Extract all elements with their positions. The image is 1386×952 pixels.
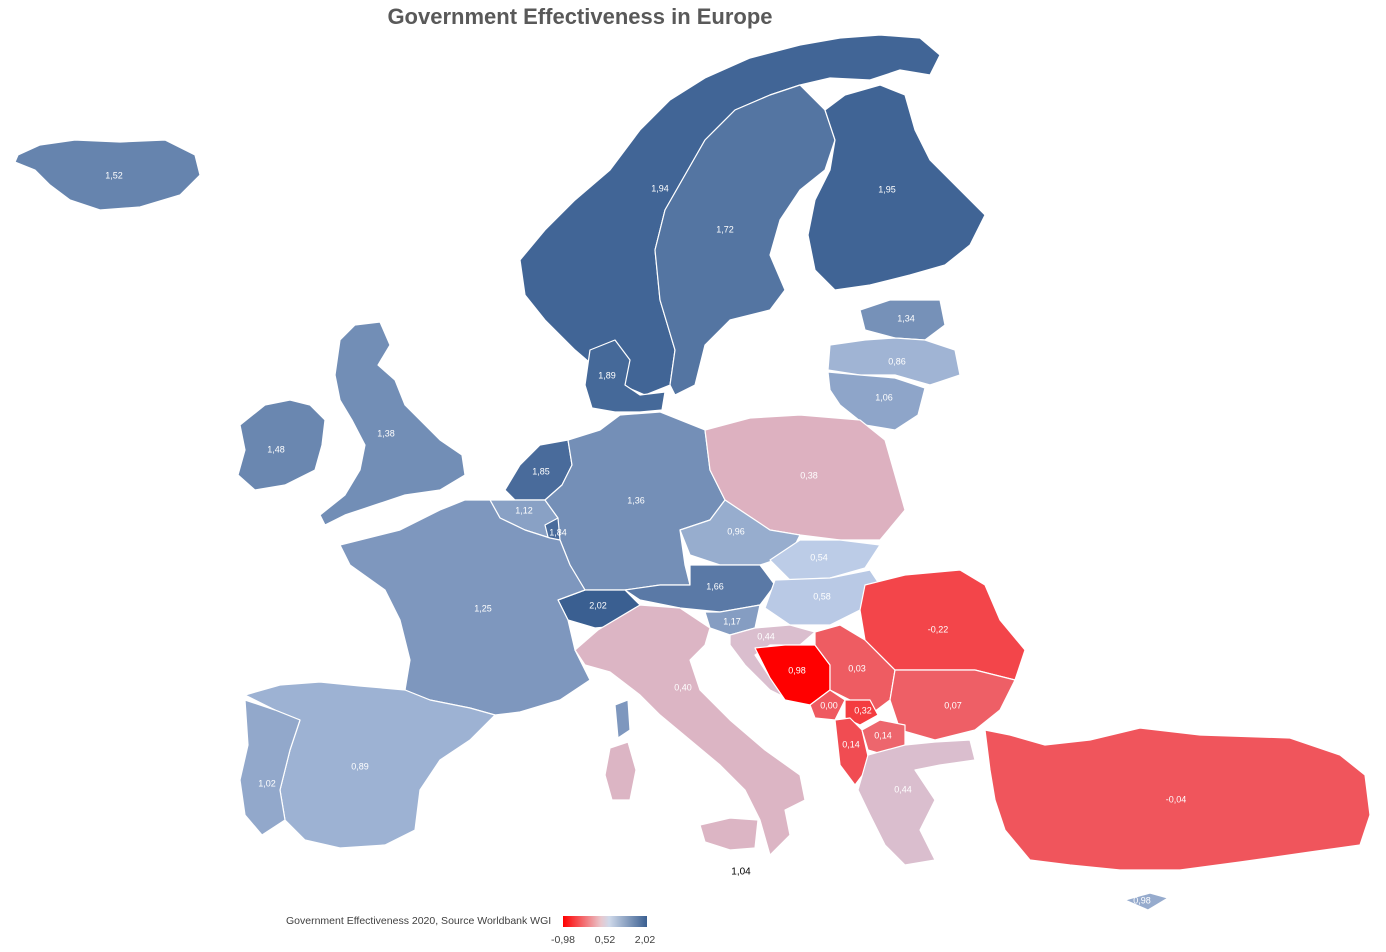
region-norway [519, 34, 941, 396]
region-turkey [984, 727, 1371, 871]
value-label: 0,58 [813, 591, 831, 601]
map-title: Government Effectiveness in Europe [387, 4, 773, 29]
value-label: 1,02 [258, 778, 276, 788]
region-france [339, 499, 591, 716]
value-label: 1,66 [706, 581, 724, 591]
value-label: 2,02 [589, 600, 607, 610]
region-austria [624, 564, 776, 613]
value-label: 1,85 [532, 466, 550, 476]
value-label: 1,12 [515, 505, 533, 515]
region-kosovo [844, 699, 879, 726]
value-label: 0,00 [820, 700, 838, 710]
value-label: 0,03 [848, 663, 866, 673]
value-label: -0,22 [928, 624, 949, 634]
region-bulgaria [889, 669, 1016, 741]
value-label: 1,34 [897, 313, 915, 323]
value-label: 0,89 [351, 761, 369, 771]
value-label: 1,84 [549, 527, 567, 537]
value-label: 1,17 [723, 616, 741, 626]
value-label: 1,25 [474, 603, 492, 613]
value-label: 1,36 [627, 495, 645, 505]
region-sweden [654, 84, 836, 396]
region-greece [857, 739, 976, 866]
value-label: 1,38 [377, 428, 395, 438]
region-latvia [827, 337, 961, 386]
value-label: 1,04 [731, 867, 751, 878]
value-label: 0,38 [800, 470, 818, 480]
value-label: 0,98 [788, 665, 806, 675]
value-label: 0,07 [944, 700, 962, 710]
value-label: 0,32 [854, 705, 872, 715]
region-portugal [239, 699, 301, 836]
legend-mid-label: 0,52 [594, 934, 616, 946]
value-label: 1,89 [598, 370, 616, 380]
value-label: 0,40 [674, 682, 692, 692]
region-italy [574, 604, 806, 856]
value-label: 1,52 [105, 170, 123, 180]
region-iceland [14, 139, 201, 211]
value-label: 1,06 [875, 392, 893, 402]
region-estonia [859, 299, 946, 341]
value-label: 1,48 [267, 444, 285, 454]
value-label: 1,94 [651, 183, 669, 193]
value-label: 0,98 [1133, 895, 1151, 905]
value-label: 0,14 [874, 730, 892, 740]
region-montenegro [809, 689, 846, 721]
legend-max-label: 2,02 [634, 934, 656, 946]
region-corsica [614, 699, 631, 739]
value-label: 0,44 [757, 631, 775, 641]
value-label: 0,44 [894, 784, 912, 794]
region-denmark [584, 339, 666, 413]
value-label: 1,72 [716, 224, 734, 234]
value-label: 0,96 [727, 526, 745, 536]
region-cyprus [1124, 892, 1169, 911]
value-label: -0,04 [1166, 794, 1187, 804]
region-lithuania [827, 371, 926, 431]
value-label: 1,95 [878, 184, 896, 194]
value-label: 0,54 [810, 552, 828, 562]
region-ireland [237, 399, 326, 491]
legend-min-label: -0,98 [551, 934, 575, 946]
legend-caption: Government Effectiveness 2020, Source Wo… [286, 915, 552, 927]
region-sardinia [604, 741, 637, 801]
region-finland [807, 84, 986, 291]
value-label: 0,14 [842, 739, 860, 749]
legend-color-bar [563, 916, 647, 927]
region-uk [319, 321, 466, 526]
value-label: 0,86 [888, 356, 906, 366]
region-sicily [699, 817, 759, 851]
